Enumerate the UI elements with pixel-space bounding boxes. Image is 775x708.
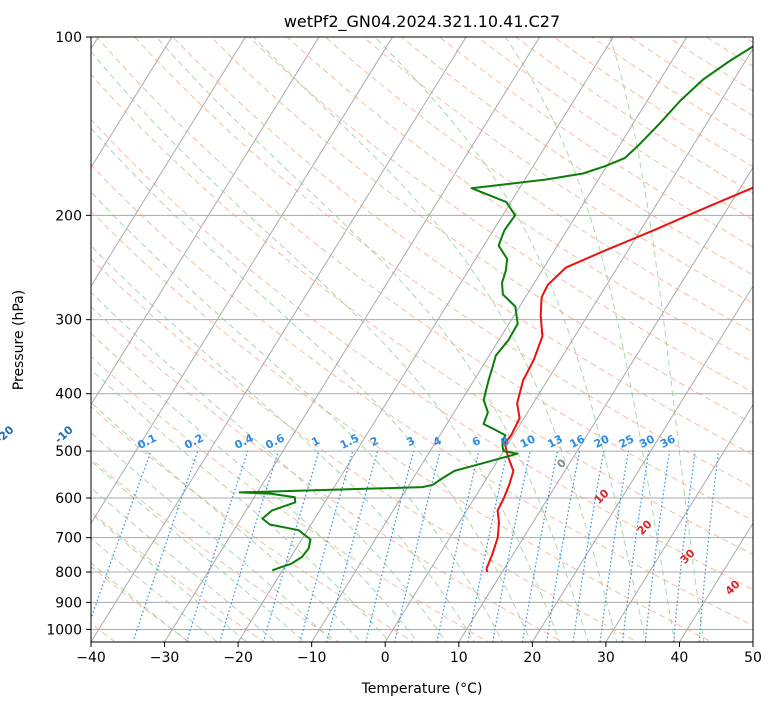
mixing-ratio-line [521,450,558,642]
x-tick-label: −30 [150,650,180,666]
mixing-ratio-label: 36 [658,432,678,451]
dry-adiabat-line [91,118,753,591]
x-tick-label: 20 [523,650,541,666]
dry-adiabat-line [91,210,713,642]
isopleth-labels: 0.10.20.40.611.52346810131620253036-100-… [0,423,743,598]
dry-adiabat-line [91,164,753,627]
isotherm-line [679,522,753,642]
dry-adiabat-line [91,566,191,642]
y-tick-label: 1000 [46,622,82,638]
y-tick-label: 700 [55,531,82,547]
isotherm-line [91,37,393,525]
x-tick-label: 50 [744,650,762,666]
mixing-ratio-line [326,450,378,642]
x-axis-label: Temperature (°C) [361,681,483,697]
mixing-ratio-line [621,451,650,642]
mixing-ratio-line [467,450,508,642]
mixing-ratio-line [545,450,581,642]
moist-adiabat-line [504,37,676,642]
dry-adiabat-line [91,458,340,642]
isotherm-line [91,37,246,288]
x-tick-label: 10 [450,650,468,666]
x-tick-label: 30 [597,650,615,666]
mixing-ratio-line [698,451,720,642]
dry-adiabat-line [91,306,564,642]
mixing-ratio-line [132,450,199,642]
moist-adiabat-line [91,332,419,642]
mixing-ratio-label: 16 [568,432,588,451]
x-tick-label: 40 [671,650,689,666]
dry-adiabat-line [286,37,753,363]
isotherm-line [91,37,467,642]
isotherm-line [311,37,688,642]
mixing-ratio-line [572,450,605,642]
isotherm-line [752,641,753,642]
mixing-ratio-line [599,450,629,642]
isotherm-line [164,37,541,642]
y-tick-label: 400 [55,387,82,403]
isotherm-line [531,285,753,642]
moist-adiabat-line [91,431,334,642]
x-tick-label: 0 [381,650,390,666]
dry-adiabat-line [0,10,55,654]
plot-area [91,37,753,642]
moist-adiabat-line [91,127,532,642]
y-tick-label: 100 [55,30,82,46]
mixing-ratio-line [436,450,480,642]
dry-adiabat-line [134,37,753,488]
dry-adiabat-line [248,37,753,393]
chart-title: wetPf2_GN04.2024.321.10.41.C27 [284,12,560,32]
moist-adiabat-line [374,37,647,642]
isotherm-line [384,47,753,642]
moist-adiabat-line [91,291,447,642]
dry-adiabat-line [91,257,639,642]
isotherm-line [458,166,753,642]
y-tick-label: 600 [55,491,82,507]
mixing-ratio-line [299,450,354,642]
mixing-ratio-label: 20 [592,432,612,451]
dewpoint-line [238,44,753,572]
dry-adiabat-line [95,37,753,522]
x-tick-label: −40 [76,650,106,666]
dry-adiabat-label: -20 [0,423,17,446]
y-tick-label: 300 [55,313,82,329]
isotherm-line [605,403,753,642]
dry-adiabat-line [91,355,490,642]
mixing-ratio-line [492,450,531,642]
mixing-ratio-label: 30 [637,432,657,451]
sounding-traces [238,44,753,573]
mixing-ratio-line [394,450,441,642]
y-axis-label: Pressure (hPa) [11,290,27,390]
moist-adiabat-line [609,37,705,642]
background-lines [0,10,753,654]
mixing-ratio-label: 10 [518,432,538,451]
y-tick-label: 500 [55,444,82,460]
mixing-ratio-label: 13 [545,432,565,451]
y-tick-label: 200 [55,208,82,224]
mixing-ratio-line [365,450,415,642]
mixing-ratio-line [672,451,696,642]
mixing-ratio-line [262,450,320,642]
plot-frame [90,36,754,643]
y-tick-label: 800 [55,565,82,581]
mixing-ratio-label: 25 [617,432,637,451]
isotherm-line [91,37,173,169]
x-tick-label: −20 [223,650,253,666]
x-tick-label: −10 [297,650,327,666]
temperature-line [485,186,753,573]
isotherm-line [237,37,614,642]
mixing-ratio-line [644,451,671,642]
dry-adiabat-line [91,511,266,642]
y-tick-label: 900 [55,595,82,611]
axis-ticks: −40 −30 −20 −10 0 10 20 30 40 50 100 200 300 400 500 60… [46,30,762,666]
isotherm-line [91,37,320,406]
dry-adiabat-label: -10 [52,423,76,446]
dry-adiabat-line [362,37,753,304]
